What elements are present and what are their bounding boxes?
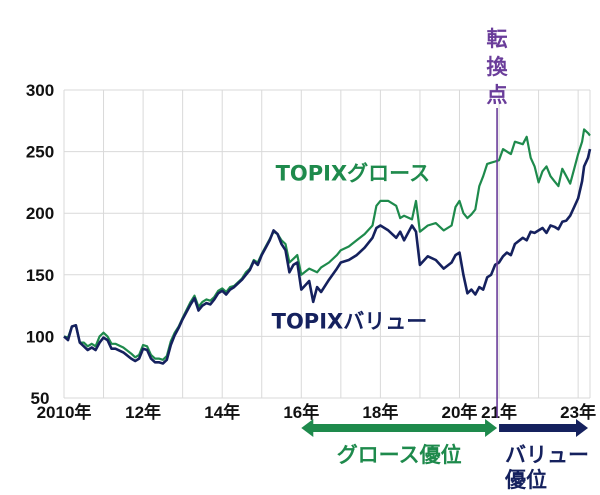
- series-label-value: TOPIXバリュー: [272, 309, 428, 333]
- period-growth-advantage: グロース優位: [301, 419, 498, 467]
- series-line-value: [63, 148, 592, 365]
- y-tick-label: 300: [26, 81, 54, 100]
- x-tick-label: 12年: [125, 402, 161, 422]
- period-value-label-1: バリュー: [505, 443, 589, 467]
- grid-layer: [63, 89, 591, 399]
- x-tick-label: 20年: [442, 402, 478, 422]
- period-growth-arrow: [301, 419, 498, 437]
- series-layer: [63, 128, 592, 365]
- y-tick-label: 50: [31, 389, 50, 408]
- turning-point-label-3: 点: [487, 83, 508, 107]
- x-tick-label: 21年: [481, 402, 517, 422]
- y-tick-label: 250: [26, 143, 54, 162]
- series-line-growth: [63, 128, 591, 361]
- period-value-advantage: バリュー 優位: [499, 419, 589, 492]
- period-value-arrow: [499, 419, 588, 437]
- x-axis: 2010年 12年 14年 16年 18年 20年 21年 23年: [37, 402, 597, 422]
- series-label-growth: TOPIXグロース: [276, 162, 431, 186]
- y-tick-label: 100: [26, 327, 54, 346]
- turning-point-marker: 転 換 点: [487, 27, 509, 418]
- x-tick-label: 23年: [560, 402, 596, 422]
- x-tick-label: 18年: [362, 402, 398, 422]
- y-axis: 50 100 150 200 250 300: [26, 81, 54, 408]
- turning-point-label-2: 換: [487, 55, 509, 79]
- y-tick-label: 200: [26, 204, 54, 223]
- y-tick-label: 150: [26, 266, 54, 285]
- period-value-label-2: 優位: [504, 468, 547, 492]
- period-growth-label: グロース優位: [337, 443, 462, 467]
- x-tick-label: 2010年: [37, 402, 92, 422]
- x-tick-label: 16年: [283, 402, 319, 422]
- turning-point-label-1: 転: [487, 27, 508, 51]
- x-tick-label: 14年: [204, 402, 240, 422]
